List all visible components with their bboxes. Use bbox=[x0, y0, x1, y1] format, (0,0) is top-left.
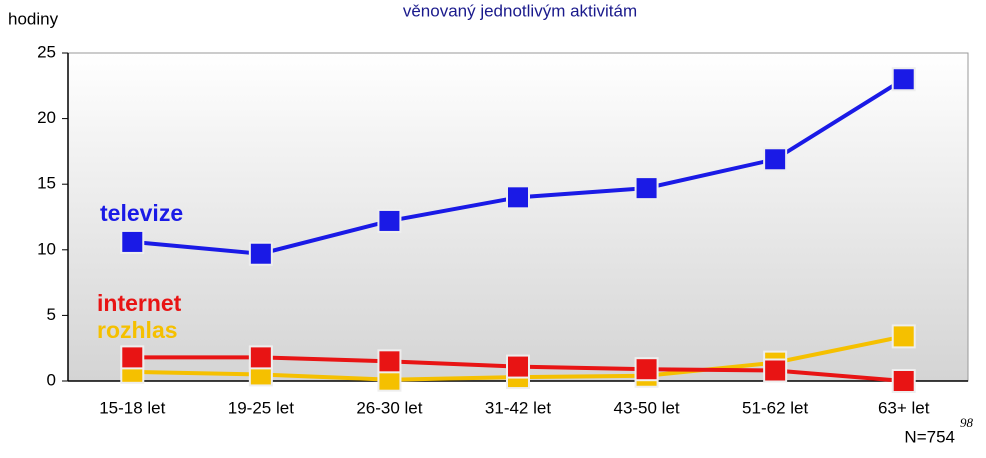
marker bbox=[506, 185, 530, 210]
y-tick-label: 20 bbox=[37, 108, 56, 127]
marker bbox=[763, 147, 788, 172]
chart-title: věnovaný jednotlivým aktivitám bbox=[403, 1, 637, 20]
marker bbox=[377, 349, 402, 374]
y-tick-label: 10 bbox=[37, 239, 56, 258]
marker bbox=[891, 369, 916, 393]
x-tick-label: 26-30 let bbox=[356, 398, 422, 417]
series-label: internet bbox=[97, 290, 182, 316]
x-tick-label: 15-18 let bbox=[99, 398, 165, 417]
marker bbox=[248, 241, 273, 266]
x-tick-label: 31-42 let bbox=[485, 398, 551, 417]
series-label: televize bbox=[100, 200, 183, 226]
page-number: 98 bbox=[960, 415, 974, 430]
marker bbox=[377, 208, 402, 233]
marker bbox=[891, 67, 916, 92]
note: N=754 bbox=[904, 427, 955, 446]
marker bbox=[120, 345, 145, 370]
y-axis-label: hodiny bbox=[8, 9, 59, 28]
y-tick-label: 0 bbox=[47, 370, 56, 389]
y-tick-label: 5 bbox=[47, 305, 56, 324]
marker bbox=[634, 176, 659, 201]
series-label: rozhlas bbox=[97, 317, 178, 343]
y-tick-label: 25 bbox=[37, 42, 56, 61]
x-tick-label: 63+ let bbox=[878, 398, 930, 417]
marker bbox=[506, 354, 530, 379]
marker bbox=[891, 324, 916, 349]
x-tick-label: 43-50 let bbox=[613, 398, 679, 417]
plot-area bbox=[67, 52, 969, 382]
marker bbox=[763, 358, 788, 383]
x-tick-label: 19-25 let bbox=[228, 398, 294, 417]
x-tick-label: 51-62 let bbox=[742, 398, 808, 417]
marker bbox=[248, 345, 273, 370]
marker bbox=[120, 229, 145, 254]
y-tick-label: 15 bbox=[37, 174, 56, 193]
marker bbox=[634, 357, 659, 382]
